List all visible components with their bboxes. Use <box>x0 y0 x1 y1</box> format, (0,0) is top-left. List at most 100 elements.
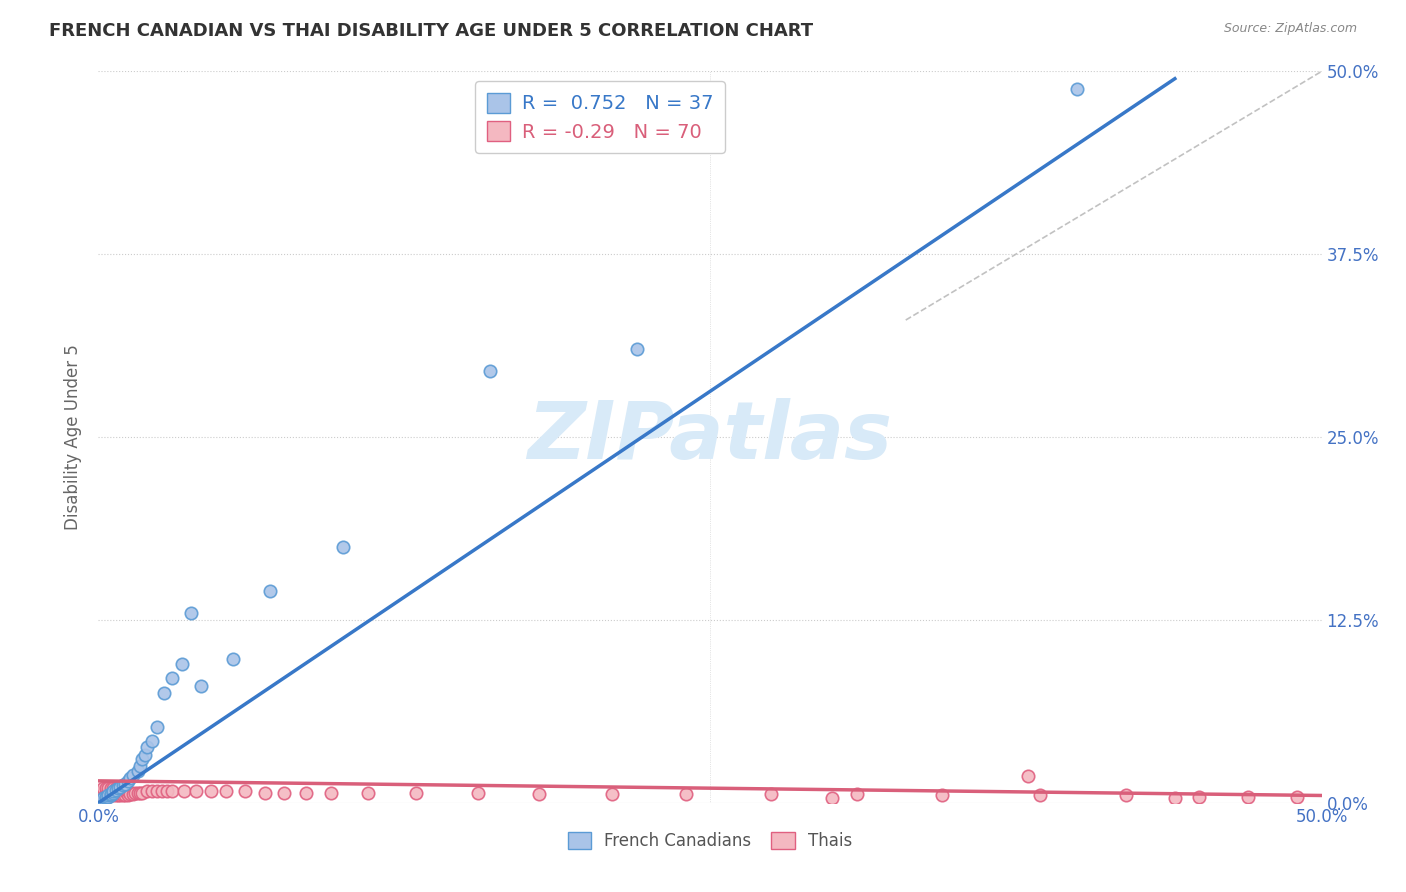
Point <box>1115 789 1137 803</box>
Point <box>1188 789 1211 804</box>
Point <box>1017 769 1039 783</box>
Point <box>156 784 179 798</box>
Point <box>405 786 427 800</box>
Point <box>94 786 117 800</box>
Point <box>1164 791 1187 805</box>
Point <box>97 789 120 803</box>
Point <box>190 679 212 693</box>
Point <box>127 786 149 800</box>
Point <box>467 786 489 800</box>
Point <box>478 364 501 378</box>
Point <box>107 789 129 803</box>
Point <box>91 791 114 805</box>
Point <box>153 686 176 700</box>
Point <box>114 789 136 803</box>
Point <box>107 781 129 796</box>
Point <box>332 540 354 554</box>
Point <box>90 794 112 808</box>
Point <box>120 771 142 785</box>
Point <box>186 784 208 798</box>
Point <box>150 784 173 798</box>
Point <box>91 789 114 803</box>
Point <box>214 784 236 798</box>
Point <box>110 789 132 803</box>
Point <box>253 786 276 800</box>
Point <box>160 784 183 798</box>
Point <box>136 740 159 755</box>
Point <box>97 786 120 800</box>
Point <box>110 780 132 794</box>
Point <box>233 784 256 798</box>
Point <box>100 787 122 801</box>
Point <box>101 781 124 796</box>
Point <box>94 789 117 804</box>
Point <box>101 786 124 800</box>
Point <box>100 786 122 800</box>
Point <box>200 784 222 798</box>
Point <box>1237 789 1260 804</box>
Point <box>114 777 136 791</box>
Point <box>91 793 114 807</box>
Point <box>295 786 318 800</box>
Point <box>931 789 953 803</box>
Point <box>94 791 117 805</box>
Point <box>173 784 195 798</box>
Point <box>107 786 129 800</box>
Point <box>104 786 127 800</box>
Point <box>91 784 114 798</box>
Point <box>104 789 127 803</box>
Point <box>100 789 122 803</box>
Point <box>124 786 146 800</box>
Point <box>117 784 139 798</box>
Point <box>121 787 143 801</box>
Point <box>1029 789 1052 803</box>
Point <box>111 784 134 798</box>
Y-axis label: Disability Age Under 5: Disability Age Under 5 <box>65 344 83 530</box>
Point <box>131 752 153 766</box>
Point <box>1286 789 1309 804</box>
Point <box>675 787 697 801</box>
Point <box>180 606 202 620</box>
Point <box>110 781 132 796</box>
Point <box>104 781 127 796</box>
Point <box>129 786 152 800</box>
Point <box>527 787 550 801</box>
Point <box>761 787 783 801</box>
Point <box>120 787 142 801</box>
Point <box>111 778 134 792</box>
Point <box>146 784 169 798</box>
Text: Source: ZipAtlas.com: Source: ZipAtlas.com <box>1223 22 1357 36</box>
Point <box>356 786 378 800</box>
Text: FRENCH CANADIAN VS THAI DISABILITY AGE UNDER 5 CORRELATION CHART: FRENCH CANADIAN VS THAI DISABILITY AGE U… <box>49 22 813 40</box>
Point <box>97 789 120 804</box>
Point <box>160 672 183 686</box>
Point <box>134 747 156 762</box>
Point <box>170 657 193 671</box>
Point <box>107 781 129 796</box>
Point <box>131 786 153 800</box>
Point <box>94 789 117 803</box>
Point <box>141 784 163 798</box>
Point <box>100 781 122 796</box>
Point <box>626 343 648 357</box>
Point <box>91 781 114 796</box>
Point <box>600 787 623 801</box>
Point <box>129 759 152 773</box>
Point <box>821 791 844 805</box>
Point <box>1066 82 1088 96</box>
Text: ZIPatlas: ZIPatlas <box>527 398 893 476</box>
Point <box>94 781 117 796</box>
Point <box>110 786 132 800</box>
Point <box>127 764 149 778</box>
Point <box>141 734 163 748</box>
Point <box>136 784 159 798</box>
Legend: French Canadians, Thais: French Canadians, Thais <box>561 825 859 856</box>
Point <box>101 786 124 800</box>
Point <box>97 789 120 803</box>
Point <box>111 789 134 803</box>
Point <box>319 786 342 800</box>
Point <box>222 652 245 666</box>
Point <box>101 789 124 803</box>
Point <box>104 782 127 797</box>
Point <box>90 789 112 804</box>
